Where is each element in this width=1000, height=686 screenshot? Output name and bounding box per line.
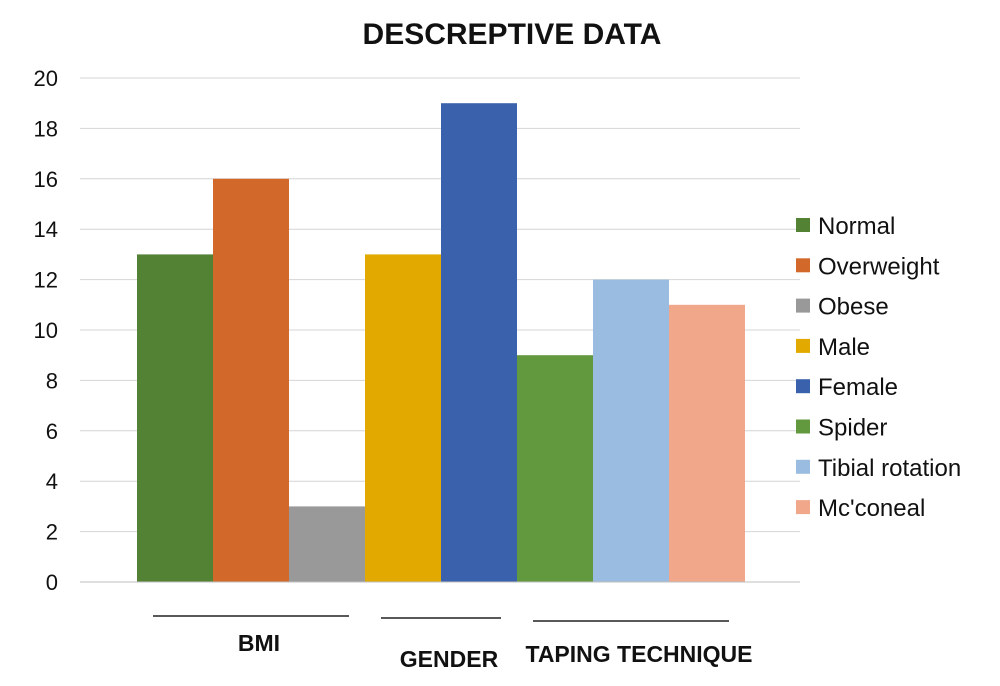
legend-swatch xyxy=(796,258,810,273)
legend-label: Spider xyxy=(818,415,887,442)
legend-label: Female xyxy=(818,374,898,401)
bars xyxy=(137,103,745,583)
legend-swatch xyxy=(796,500,810,515)
y-tick-label: 0 xyxy=(46,570,58,595)
y-tick-label: 14 xyxy=(34,217,58,242)
legend-swatch xyxy=(796,459,810,474)
legend-label: Mc'coneal xyxy=(818,495,925,522)
y-tick-label: 6 xyxy=(46,419,58,444)
y-tick-label: 20 xyxy=(34,66,58,91)
category-groups: BMI GENDER TAPING TECHNIQUE xyxy=(153,615,753,672)
bar-obese xyxy=(289,506,365,582)
legend-swatch xyxy=(796,338,810,353)
y-tick-label: 2 xyxy=(46,520,58,545)
y-axis: 0 2 4 6 8 10 12 14 16 18 20 xyxy=(34,66,58,595)
group-label: TAPING TECHNIQUE xyxy=(525,641,752,667)
legend-swatch xyxy=(796,298,810,313)
y-tick-label: 18 xyxy=(34,116,58,141)
legend: Normal Overweight Obese Male Female Spider Tib… xyxy=(796,213,961,522)
legend-swatch xyxy=(796,379,810,394)
chart-title: DESCREPTIVE DATA xyxy=(363,18,662,51)
legend-label: Normal xyxy=(818,213,895,240)
legend-swatch xyxy=(796,419,810,434)
group-label: GENDER xyxy=(400,646,499,672)
bar-mc-coneal xyxy=(669,304,745,582)
bar-male xyxy=(365,254,441,582)
bar-normal xyxy=(137,254,213,582)
legend-label: Obese xyxy=(818,294,889,321)
bar-spider xyxy=(517,355,593,582)
group-label: BMI xyxy=(238,630,280,656)
legend-label: Tibial rotation xyxy=(818,455,961,482)
legend-label: Male xyxy=(818,334,870,361)
bar-tibial-rotation xyxy=(593,279,669,582)
bar-overweight xyxy=(213,178,289,583)
y-tick-label: 10 xyxy=(34,318,58,343)
legend-label: Overweight xyxy=(818,253,940,280)
legend-swatch xyxy=(796,218,810,232)
y-tick-label: 8 xyxy=(46,368,58,393)
bar-female xyxy=(441,103,517,582)
y-tick-label: 16 xyxy=(34,167,58,192)
y-tick-label: 12 xyxy=(34,268,58,293)
y-tick-label: 4 xyxy=(46,469,58,494)
